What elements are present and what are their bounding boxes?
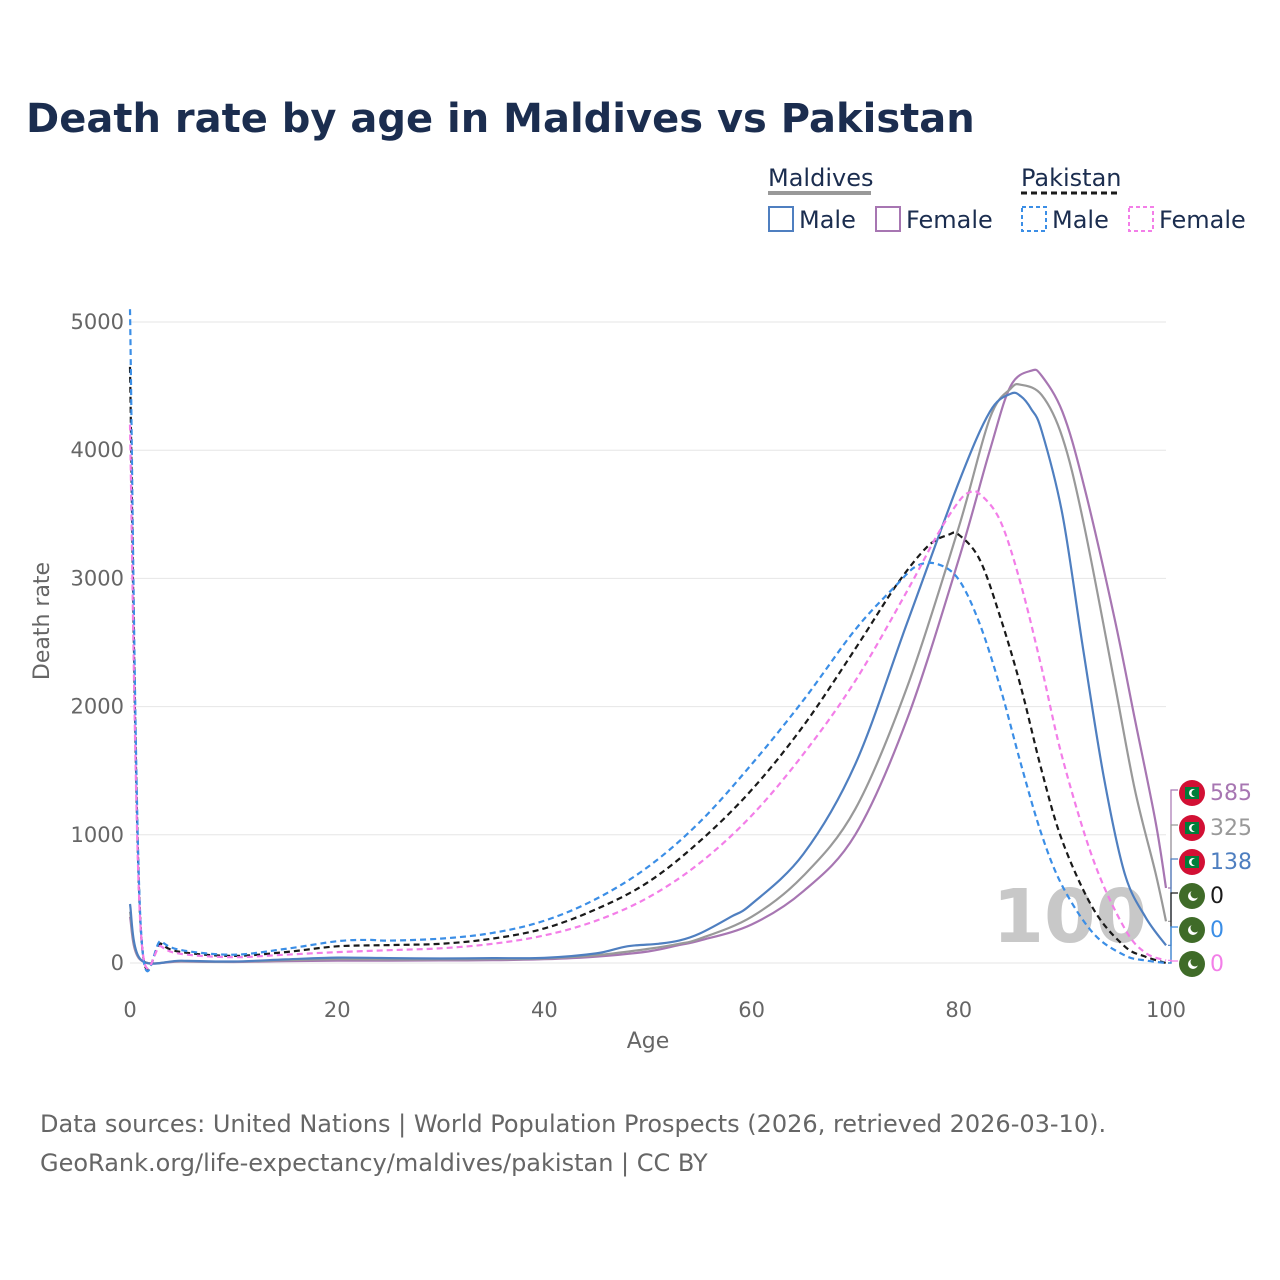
grid bbox=[130, 321, 1166, 964]
y-axis-ticks: 0 1000 2000 3000 4000 5000 bbox=[71, 310, 124, 975]
end-value-pakistan-female: 0 bbox=[1210, 952, 1224, 977]
x-axis-label: Age bbox=[627, 1029, 670, 1054]
y-axis-label: Death rate bbox=[30, 562, 55, 680]
legend-maldives-male-swatch[interactable] bbox=[768, 206, 794, 232]
series-line-maldives-total bbox=[128, 382, 1168, 965]
series-line-maldives-female bbox=[128, 368, 1168, 965]
end-label-connector bbox=[1168, 926, 1178, 964]
y-tick-label: 4000 bbox=[71, 438, 124, 462]
series-line-pakistan-female bbox=[128, 424, 1167, 970]
end-label-connector bbox=[1168, 789, 1178, 889]
end-value-pakistan-total: 0 bbox=[1210, 884, 1224, 909]
maldives-flag-crescent-cut bbox=[1191, 824, 1199, 832]
x-axis-ticks: 0 20 40 60 80 100 bbox=[123, 998, 1186, 1022]
end-label-connector bbox=[1168, 959, 1178, 962]
x-tick-label: 80 bbox=[945, 998, 972, 1022]
series-lines bbox=[128, 309, 1168, 973]
legend: Maldives Male Female Pakistan Male Femal… bbox=[768, 164, 1246, 234]
x-tick-label: 0 bbox=[123, 998, 136, 1022]
pakistan-flag-crescent-cut bbox=[1190, 957, 1200, 967]
y-tick-label: 2000 bbox=[71, 695, 124, 719]
source-line-2: GeoRank.org/life-expectancy/maldives/pak… bbox=[40, 1149, 708, 1177]
series-line-pakistan-total bbox=[128, 366, 1167, 971]
pakistan-flag-crescent-cut bbox=[1190, 889, 1200, 899]
end-value-maldives-male: 138 bbox=[1210, 850, 1252, 875]
y-tick-label: 0 bbox=[111, 951, 124, 975]
source-line-1: Data sources: United Nations | World Pop… bbox=[40, 1110, 1106, 1138]
maldives-flag-crescent-cut bbox=[1191, 858, 1199, 866]
legend-maldives-male[interactable]: Male bbox=[799, 206, 856, 234]
legend-group-maldives: Maldives bbox=[768, 164, 873, 192]
end-value-maldives-female: 585 bbox=[1210, 781, 1252, 806]
x-tick-label: 100 bbox=[1146, 998, 1186, 1022]
y-tick-label: 5000 bbox=[71, 310, 124, 334]
y-tick-label: 3000 bbox=[71, 566, 124, 590]
y-tick-label: 1000 bbox=[71, 823, 124, 847]
legend-pakistan-female[interactable]: Female bbox=[1159, 206, 1246, 234]
end-labels: 585 325 138 0 0 0 bbox=[1168, 780, 1252, 977]
end-label-connector bbox=[1168, 824, 1178, 922]
end-value-pakistan-male: 0 bbox=[1210, 918, 1224, 943]
x-tick-label: 40 bbox=[531, 998, 558, 1022]
legend-group-pakistan: Pakistan bbox=[1021, 164, 1122, 192]
legend-maldives-female-swatch[interactable] bbox=[875, 206, 901, 232]
series-line-pakistan-male bbox=[128, 309, 1167, 973]
x-tick-label: 60 bbox=[738, 998, 765, 1022]
end-value-maldives-total: 325 bbox=[1210, 816, 1252, 841]
x-tick-label: 20 bbox=[324, 998, 351, 1022]
legend-pakistan-male[interactable]: Male bbox=[1052, 206, 1109, 234]
legend-pakistan-female-swatch[interactable] bbox=[1128, 206, 1154, 232]
maldives-flag-crescent-cut bbox=[1191, 789, 1199, 797]
end-label-connector bbox=[1168, 858, 1178, 946]
series-line-maldives-male bbox=[128, 391, 1167, 965]
legend-maldives-female[interactable]: Female bbox=[906, 206, 993, 234]
pakistan-flag-crescent-cut bbox=[1190, 923, 1200, 933]
chart-title: Death rate by age in Maldives vs Pakista… bbox=[26, 96, 975, 142]
legend-pakistan-male-swatch[interactable] bbox=[1021, 206, 1047, 232]
end-label-connector bbox=[1168, 892, 1178, 964]
year-watermark: 100 bbox=[993, 874, 1147, 960]
